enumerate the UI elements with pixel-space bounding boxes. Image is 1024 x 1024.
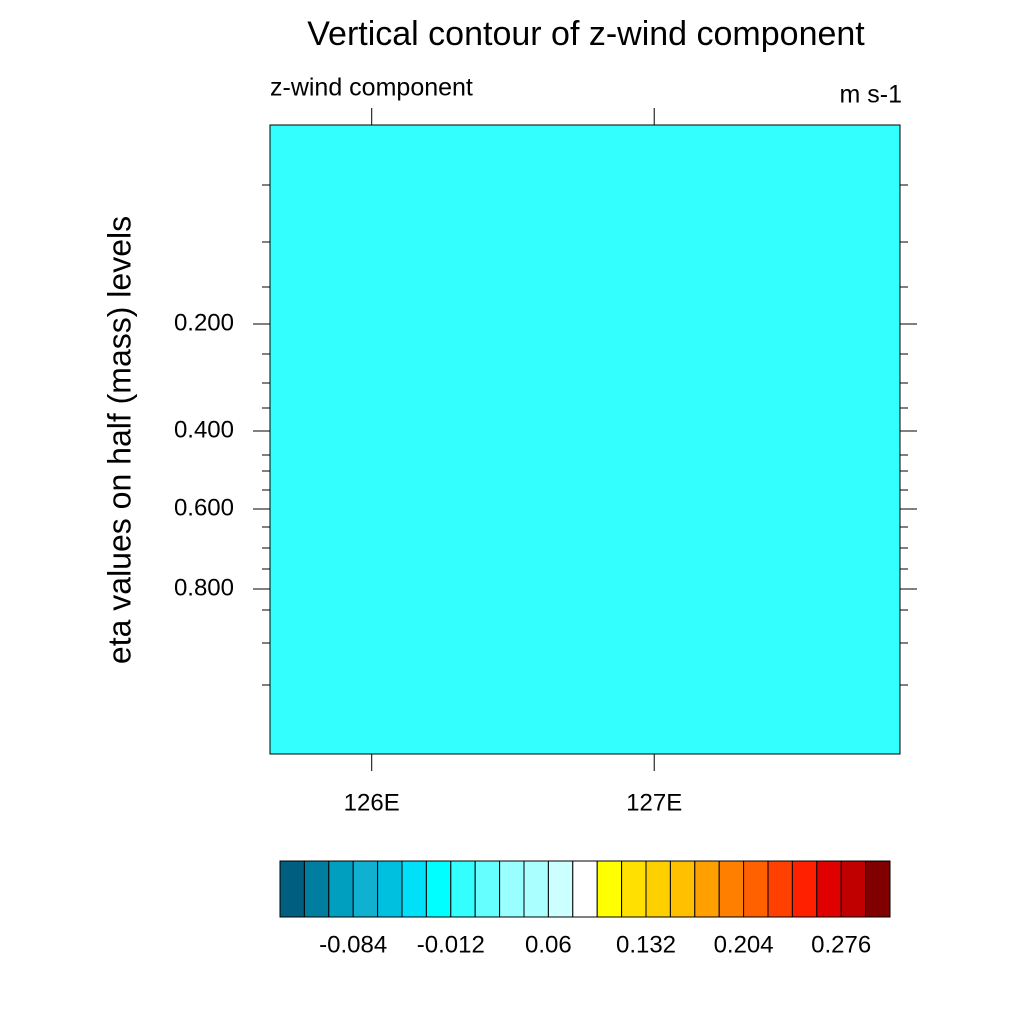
colorbar-box bbox=[840, 860, 867, 918]
y-tick-label: 0.400 bbox=[174, 416, 234, 443]
y-tick-label: 0.800 bbox=[174, 574, 234, 601]
colorbar-box bbox=[450, 860, 476, 918]
colorbar-label: 0.204 bbox=[714, 931, 774, 958]
colorbar-label: 0.132 bbox=[616, 931, 676, 958]
colorbar-box bbox=[425, 860, 452, 918]
x-tick-label: 126E bbox=[344, 789, 400, 816]
colorbar-box bbox=[328, 860, 354, 918]
colorbar-box bbox=[791, 860, 818, 918]
colorbar-box bbox=[279, 860, 305, 918]
colorbar-box bbox=[547, 860, 574, 918]
colorbar-box bbox=[743, 860, 769, 918]
colorbar-box bbox=[377, 860, 403, 918]
colorbar-box bbox=[401, 860, 427, 918]
colorbar-box bbox=[596, 860, 623, 918]
colorbar-label: 0.276 bbox=[811, 931, 871, 958]
colorbar-box bbox=[352, 860, 379, 918]
colorbar-box bbox=[669, 860, 696, 918]
colorbar-label: -0.012 bbox=[417, 931, 485, 958]
colorbar-box bbox=[474, 860, 501, 918]
contour-fill bbox=[269, 124, 901, 755]
right-string: m s-1 bbox=[840, 81, 903, 109]
colorbar-label: -0.084 bbox=[319, 931, 387, 958]
colorbar-box bbox=[303, 860, 330, 918]
colorbar-box bbox=[523, 860, 549, 918]
colorbar-box bbox=[621, 860, 647, 918]
colorbar-label: 0.06 bbox=[525, 931, 572, 958]
x-tick-label: 127E bbox=[626, 789, 682, 816]
colorbar-box bbox=[572, 860, 598, 918]
y-axis-label: eta values on half (mass) levels bbox=[101, 216, 137, 664]
left-string: z-wind component bbox=[270, 74, 473, 102]
colorbar-box bbox=[816, 860, 842, 918]
colorbar-box bbox=[499, 860, 525, 918]
colorbar-box bbox=[718, 860, 745, 918]
y-tick-label: 0.200 bbox=[174, 309, 234, 336]
colorbar-box bbox=[694, 860, 720, 918]
chart-title: Vertical contour of z-wind component bbox=[307, 15, 865, 53]
y-tick-label: 0.600 bbox=[174, 494, 234, 521]
colorbar-box bbox=[645, 860, 671, 918]
colorbar-box bbox=[865, 860, 891, 918]
colorbar-box bbox=[767, 860, 793, 918]
